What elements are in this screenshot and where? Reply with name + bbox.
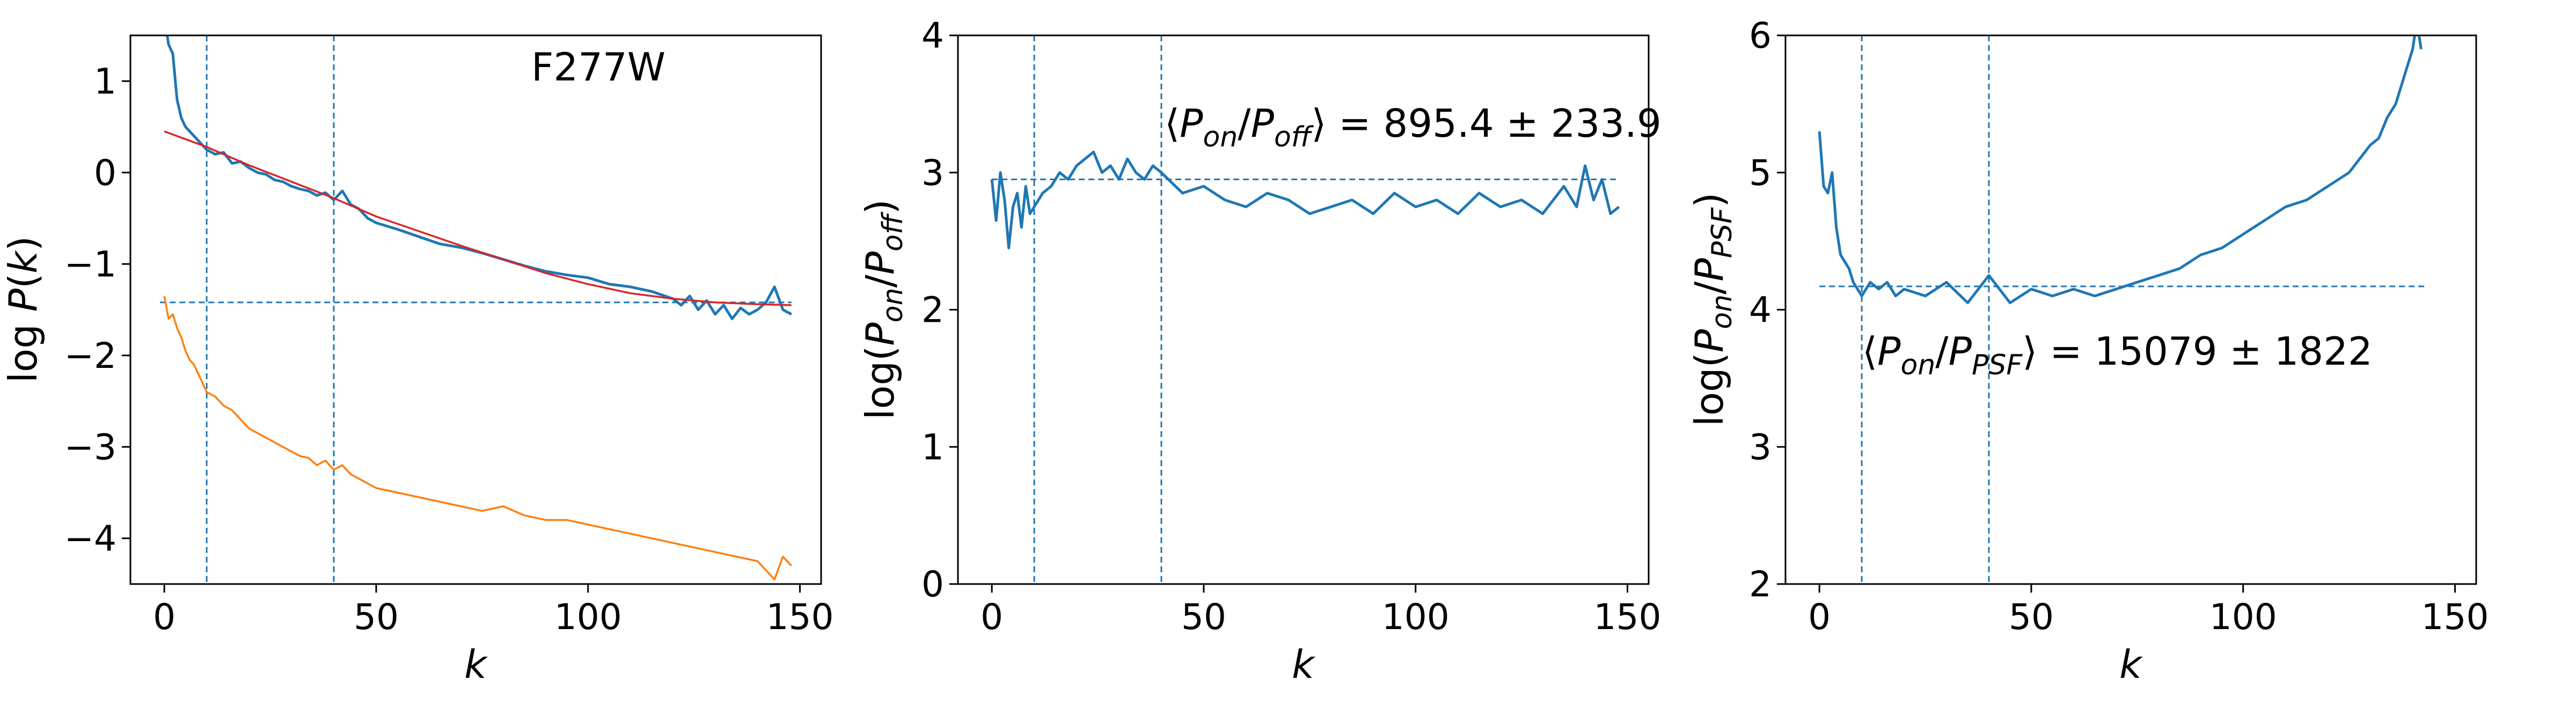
ratio-annotation: ⟨Pon/PPSF⟩ = 15079 ± 1822 xyxy=(1862,329,2373,381)
series-group xyxy=(990,35,1620,584)
ticks: 0 50 100 150 2 3 4 5 6 xyxy=(1749,15,2489,638)
x-tick-label: 100 xyxy=(1382,596,1450,638)
y-tick-label: 0 xyxy=(94,152,116,194)
y-tick-label: 3 xyxy=(1749,426,1772,468)
series-line-blue xyxy=(990,150,1620,249)
x-tick-label: 0 xyxy=(1808,596,1831,638)
ticks: 0 50 100 150 −4 −3 −2 −1 0 1 xyxy=(64,61,834,638)
x-tick-label: 50 xyxy=(354,596,399,638)
x-tick-label: 0 xyxy=(980,596,1003,638)
y-tick-label: 6 xyxy=(1749,15,1772,56)
y-tick-label: 0 xyxy=(921,564,944,605)
x-axis-label: k xyxy=(2119,642,2143,687)
y-tick-label: 2 xyxy=(1749,564,1772,605)
y-tick-label: 5 xyxy=(1749,152,1772,194)
series-line-red xyxy=(164,130,792,306)
y-tick-label: 3 xyxy=(921,152,944,194)
x-tick-label: 150 xyxy=(2421,596,2489,638)
ratio-annotation: ⟨Pon/Poff⟩ = 895.4 ± 233.9 xyxy=(1165,101,1662,153)
x-tick-label: 150 xyxy=(766,596,834,638)
series-line-blue xyxy=(165,35,792,320)
series-line-blue xyxy=(1818,35,2423,305)
panel-on-psf-ratio: 0 50 100 150 2 3 4 5 6 ⟨Pon/PPSF⟩ = 15079 ± 1822… xyxy=(1687,15,2489,687)
axes-frame xyxy=(129,34,822,585)
y-tick-label: 2 xyxy=(921,290,944,331)
x-tick-label: 50 xyxy=(2009,596,2054,638)
y-axis-label: log P(k) xyxy=(1,236,46,383)
y-axis-label: log(Pon/PPSF) xyxy=(1687,193,1738,426)
x-axis-label: k xyxy=(1292,642,1316,687)
series-group xyxy=(160,35,792,584)
plot-area xyxy=(990,35,1620,584)
y-tick-label: 1 xyxy=(921,426,944,468)
y-tick-label: 4 xyxy=(921,15,944,56)
plot-area xyxy=(160,35,792,584)
filter-annotation: F277W xyxy=(531,45,665,90)
axes-frame xyxy=(1784,34,2477,585)
ticks: 0 50 100 150 0 1 2 3 4 xyxy=(921,15,1662,638)
plot-area xyxy=(1818,35,2426,584)
y-tick-label: 4 xyxy=(1749,290,1772,331)
x-tick-label: 150 xyxy=(1594,596,1662,638)
x-tick-label: 100 xyxy=(2209,596,2277,638)
y-tick-label: −4 xyxy=(64,518,116,559)
y-tick-label: −1 xyxy=(64,243,116,285)
y-tick-label: 1 xyxy=(94,61,116,102)
y-tick-label: −2 xyxy=(64,335,116,376)
y-axis-label: log(Pon/Poff) xyxy=(858,199,909,419)
x-tick-label: 0 xyxy=(153,596,175,638)
series-group xyxy=(1818,35,2426,584)
series-line-orange xyxy=(163,295,792,581)
x-axis-label: k xyxy=(464,642,488,687)
panel-power-spectrum: 0 50 100 150 −4 −3 −2 −1 0 1 F277W k log P(k) xyxy=(1,34,834,687)
x-tick-label: 50 xyxy=(1181,596,1226,638)
x-tick-label: 100 xyxy=(554,596,622,638)
y-tick-label: −3 xyxy=(64,426,116,468)
panel-on-off-ratio: 0 50 100 150 0 1 2 3 4 ⟨Pon/Poff⟩ = 895.4 ± 233.… xyxy=(858,15,1662,687)
